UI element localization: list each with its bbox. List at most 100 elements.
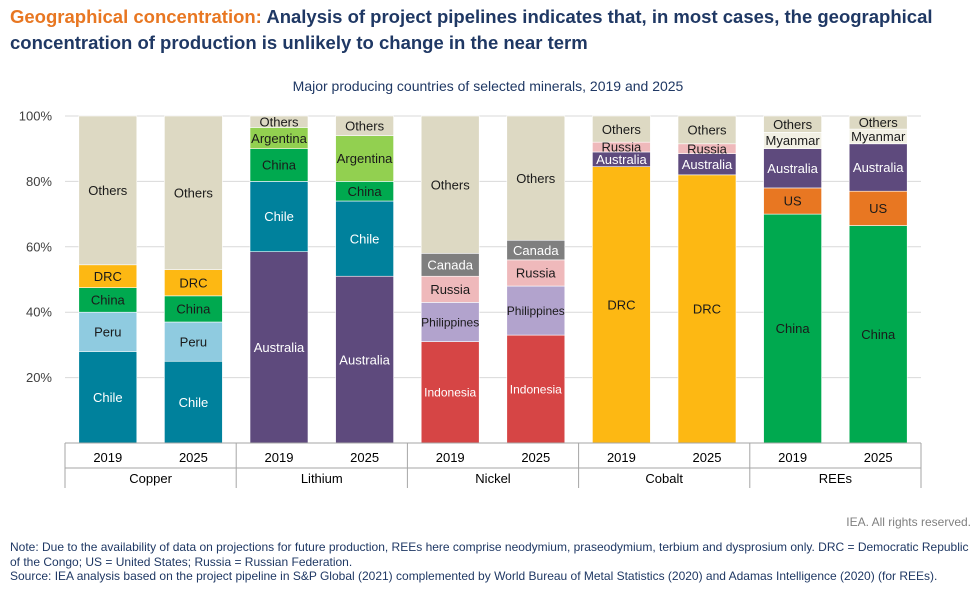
- bar-segment: [420, 341, 480, 444]
- bar-lithium-2025: Australia Chile China Argentina Others: [335, 115, 394, 444]
- bar-segment: [249, 115, 309, 128]
- segment-label: Chile: [350, 231, 380, 246]
- x-tick-label: 2025: [864, 450, 893, 465]
- bar-segment: [677, 174, 737, 444]
- bar-segment: [763, 148, 822, 189]
- segment-label: Canada: [513, 243, 559, 258]
- source-text: Source: IEA analysis based on the projec…: [10, 569, 938, 583]
- bar-segment: [506, 285, 566, 336]
- segment-label: US: [869, 201, 887, 216]
- bar-segment: [335, 275, 394, 444]
- bar-segment: [78, 311, 138, 352]
- headline-accent: Geographical concentration:: [10, 6, 262, 27]
- segment-label: Chile: [264, 209, 294, 224]
- segment-label: Argentina: [251, 131, 307, 146]
- rights-notice: IEA. All rights reserved.: [846, 515, 971, 529]
- segment-label: China: [776, 321, 811, 336]
- x-tick-label: 2025: [521, 450, 550, 465]
- segment-label: Canada: [427, 257, 473, 272]
- headline-title: Analysis of project pipelines indicates …: [10, 6, 933, 53]
- y-tick-label: 60%: [26, 239, 52, 254]
- segment-label: Russia: [602, 140, 643, 155]
- bar-segment: [420, 115, 480, 254]
- segment-label: Indonesia: [510, 382, 562, 396]
- bar-segment: [249, 181, 309, 253]
- bar-nickel-2025: Indonesia Philippines Russia Canada Others: [506, 115, 566, 444]
- segment-label: Myanmar: [851, 129, 906, 144]
- segment-label: Russia: [687, 141, 728, 156]
- bar-segment: [506, 334, 566, 444]
- bar-segment: [164, 321, 223, 362]
- segment-label: Others: [687, 123, 727, 138]
- segment-label: Indonesia: [424, 386, 476, 400]
- segment-label: Australia: [767, 161, 818, 176]
- segment-label: Others: [259, 114, 299, 129]
- bar-segment: [506, 115, 566, 241]
- segment-label: Peru: [94, 325, 121, 340]
- segment-label: Others: [516, 171, 556, 186]
- bar-segment: [335, 135, 394, 182]
- segment-label: Australia: [339, 352, 390, 367]
- chart-footnote: Note: Due to the availability of data on…: [10, 540, 970, 584]
- category-label: REEs: [819, 471, 853, 486]
- note-text: Note: Due to the availability of data on…: [10, 540, 969, 569]
- y-tick-label: 80%: [26, 174, 52, 189]
- segment-label: US: [784, 194, 802, 209]
- segment-label: Others: [859, 115, 899, 130]
- segment-label: DRC: [607, 298, 635, 313]
- segment-label: China: [176, 302, 211, 317]
- segment-label: Argentina: [337, 151, 393, 166]
- segment-label: Others: [773, 117, 813, 132]
- segment-label: Russia: [430, 282, 471, 297]
- segment-label: Others: [345, 118, 385, 133]
- bar-segment: [677, 115, 737, 145]
- bar-segment: [420, 302, 480, 342]
- x-tick-label: 2019: [436, 450, 465, 465]
- segment-label: China: [262, 158, 297, 173]
- bar-copper-2025: Chile Peru China DRC Others: [164, 115, 223, 444]
- bar-segment: [78, 351, 138, 444]
- x-tick-label: 2019: [265, 450, 294, 465]
- segment-label: China: [348, 184, 383, 199]
- segment-label: Australia: [254, 340, 305, 355]
- bar-segment: [848, 115, 908, 130]
- stacked-bar-chart: 20%40%60%80%100%ChilePeruChinaDRCOthersC…: [19, 109, 922, 488]
- segment-label: Myanmar: [766, 133, 821, 148]
- segment-label: DRC: [94, 269, 122, 284]
- segment-label: DRC: [693, 302, 721, 317]
- segment-label: Chile: [179, 395, 209, 410]
- bar-segment: [164, 295, 223, 323]
- segment-label: China: [91, 293, 126, 308]
- bar-segment: [335, 200, 394, 277]
- bar-segment: [763, 115, 822, 133]
- bar-lithium-2019: Australia Chile China Argentina Others: [249, 114, 309, 444]
- segment-label: Philippines: [421, 315, 479, 329]
- x-tick-label: 2019: [778, 450, 807, 465]
- bar-segment: [164, 269, 223, 297]
- x-tick-label: 2019: [93, 450, 122, 465]
- segment-label: Australia: [596, 152, 647, 167]
- bar-copper-2019: Chile Peru China DRC Others: [78, 115, 138, 444]
- segment-label: DRC: [179, 275, 207, 290]
- segment-label: Chile: [93, 390, 123, 405]
- segment-label: Australia: [853, 160, 904, 175]
- bar-segment: [78, 115, 138, 266]
- y-tick-label: 100%: [19, 109, 53, 124]
- segment-label: Others: [431, 177, 471, 192]
- bar-segment: [164, 360, 223, 444]
- bar-segment: [592, 166, 651, 444]
- bar-segment: [592, 115, 651, 143]
- chart-headline: Geographical concentration: Analysis of …: [10, 4, 970, 56]
- segment-label: Australia: [682, 157, 733, 172]
- bar-segment: [78, 287, 138, 313]
- bar-segment: [848, 225, 908, 444]
- category-label: Copper: [129, 471, 172, 486]
- category-label: Cobalt: [645, 471, 683, 486]
- bar-segment: [335, 115, 394, 136]
- bar-segment: [164, 115, 223, 270]
- category-label: Nickel: [475, 471, 511, 486]
- x-tick-label: 2025: [179, 450, 208, 465]
- segment-label: Others: [174, 186, 214, 201]
